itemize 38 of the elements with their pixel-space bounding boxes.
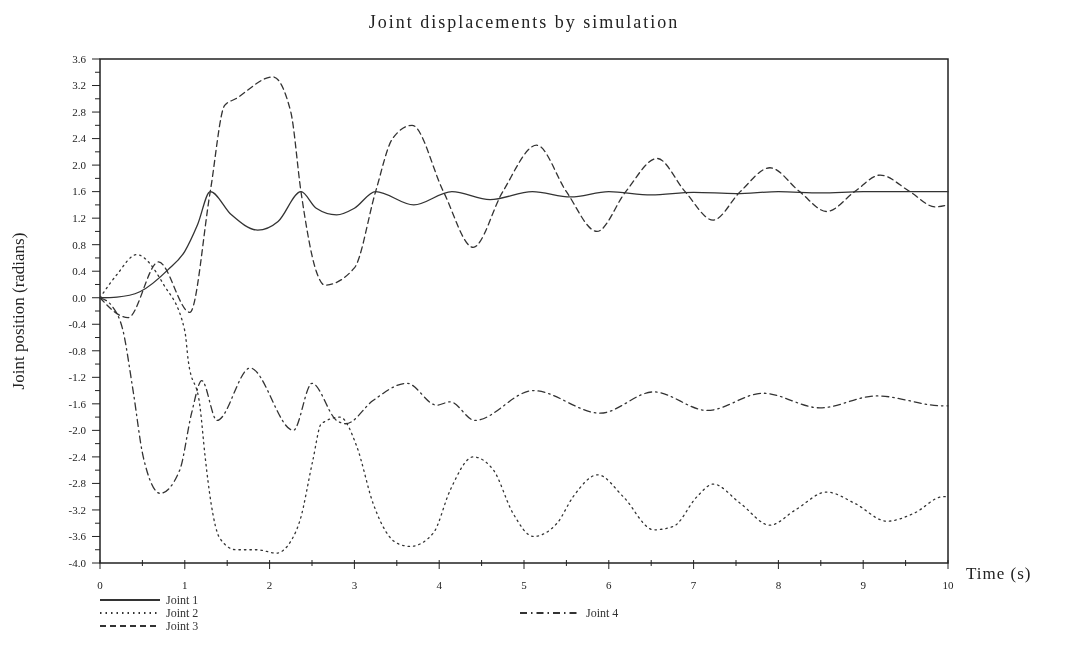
y-tick-label: 3.6 <box>72 52 87 65</box>
y-tick-label: 0.8 <box>72 238 87 251</box>
x-tick-label: 3 <box>351 579 358 591</box>
x-tick-label: 9 <box>860 579 867 591</box>
x-tick-label: 6 <box>606 579 613 591</box>
y-tick-label: -4.0 <box>68 556 87 569</box>
legend-label: Joint 3 <box>166 619 199 634</box>
y-axis-title: Joint position (radians) <box>9 232 28 390</box>
x-axis-title: Time (s) <box>966 564 1032 583</box>
y-tick-label: 2.4 <box>72 132 87 145</box>
y-tick-label: -2.4 <box>68 450 87 463</box>
y-tick-label: 1.2 <box>72 212 86 225</box>
y-tick-label: -0.8 <box>68 344 87 357</box>
y-tick-label: 3.2 <box>72 79 86 92</box>
x-tick-label: 2 <box>266 579 273 591</box>
x-tick-label: 1 <box>182 579 188 591</box>
legend-label: Joint 1 <box>166 593 199 608</box>
y-tick-label: 1.6 <box>72 185 87 198</box>
x-tick-label: 8 <box>775 579 782 591</box>
y-tick-label: 0.0 <box>72 291 87 304</box>
x-tick-label: 5 <box>521 579 528 591</box>
y-tick-label: -1.2 <box>68 371 86 384</box>
x-tick-label: 10 <box>942 579 954 591</box>
x-tick-label: 4 <box>436 579 443 591</box>
y-tick-label: -2.0 <box>68 424 87 437</box>
x-tick-label: 7 <box>690 579 697 591</box>
legend-label: Joint 4 <box>586 606 619 621</box>
legend-label: Joint 2 <box>166 606 199 621</box>
y-tick-label: 2.8 <box>72 105 87 118</box>
y-tick-label: -0.4 <box>68 318 87 331</box>
y-tick-label: 0.4 <box>72 265 87 278</box>
y-tick-label: -2.8 <box>68 477 87 490</box>
y-tick-label: -1.6 <box>68 397 87 410</box>
y-tick-label: 2.0 <box>72 158 87 171</box>
chart-title: Joint displacements by simulation <box>368 12 680 32</box>
x-tick-label: 0 <box>97 579 104 591</box>
y-tick-label: -3.2 <box>68 503 86 516</box>
y-tick-label: -3.6 <box>68 530 87 543</box>
